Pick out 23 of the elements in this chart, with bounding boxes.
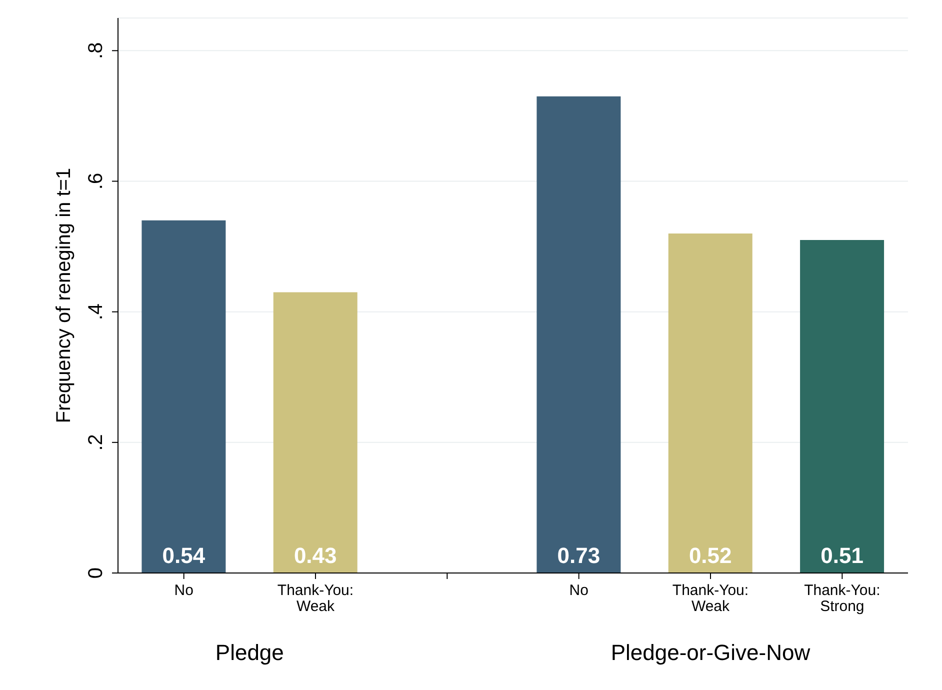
data-label: 0.51 xyxy=(820,543,864,568)
text: Pledge-or-Give-Now xyxy=(610,640,812,666)
y-tick-label: .2 xyxy=(85,434,107,451)
data-label: 0.43 xyxy=(294,543,337,568)
y-tick-label: .6 xyxy=(85,172,107,190)
bar xyxy=(273,292,358,573)
y-tick-label: .4 xyxy=(85,303,107,320)
bar xyxy=(668,233,752,573)
data-label: 0.73 xyxy=(557,543,600,568)
bar xyxy=(142,220,226,573)
y-axis-title: Frequency of reneging in t=1 xyxy=(53,168,76,424)
y-tick-label: .8 xyxy=(85,42,107,59)
x-tick-label: Thank-You: Strong xyxy=(804,582,880,615)
bar xyxy=(536,96,621,573)
x-tick-label: Thank-You: Weak xyxy=(672,582,749,615)
x-tick-label: Thank-You: Weak xyxy=(277,582,354,615)
text: Pledge xyxy=(214,640,285,666)
data-label: 0.52 xyxy=(688,543,732,568)
x-tick-label: No xyxy=(569,582,588,599)
data-label: 0.54 xyxy=(162,543,206,568)
bar xyxy=(800,240,884,573)
x-tick-label: No xyxy=(174,582,194,599)
y-tick-label: 0 xyxy=(85,567,107,579)
